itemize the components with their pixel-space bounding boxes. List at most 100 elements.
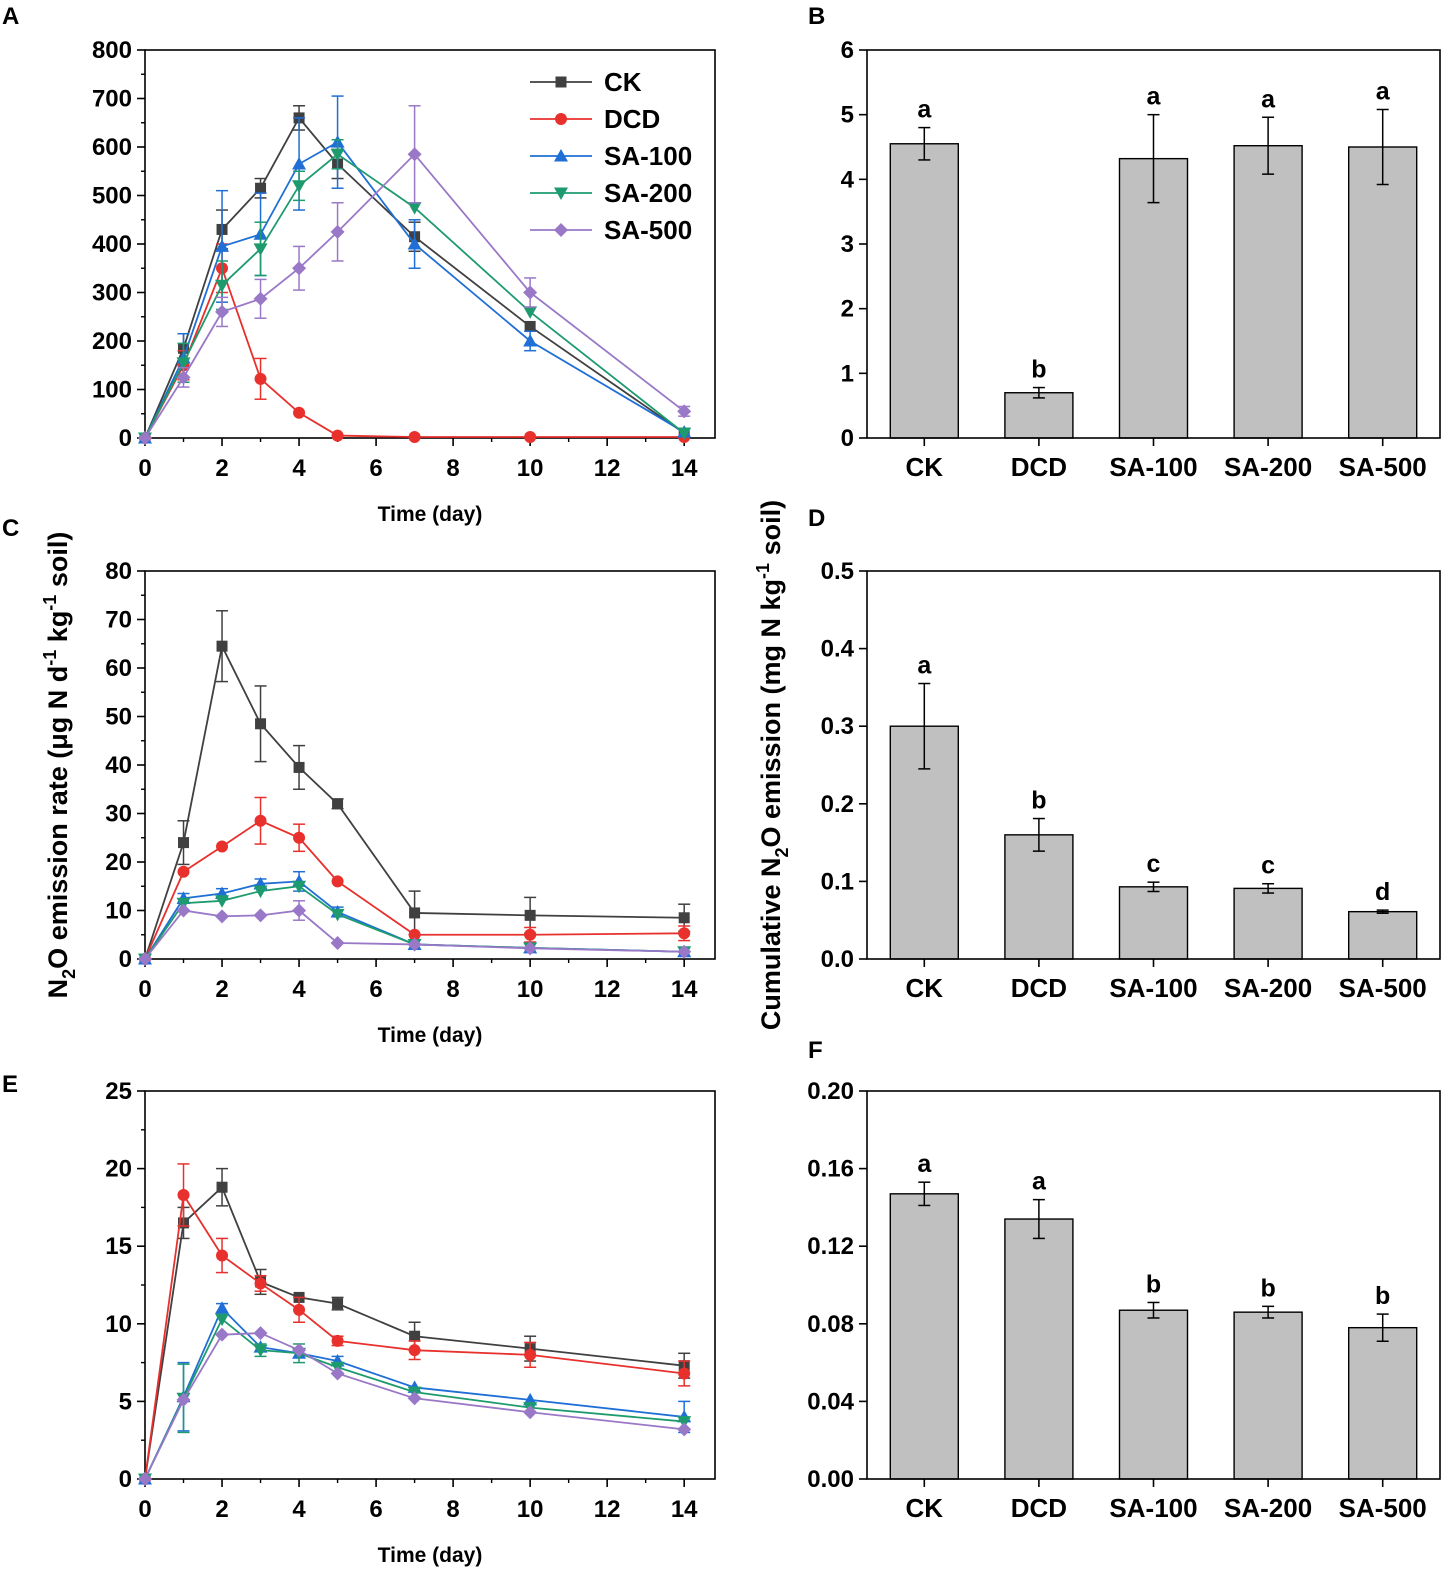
- x-tick-label: 8: [446, 1496, 459, 1523]
- bar-sa-100: [1118, 157, 1189, 439]
- significance-letter: a: [917, 652, 932, 680]
- data-point: [215, 895, 230, 908]
- data-point: [253, 243, 268, 256]
- ylabel-part: -1: [40, 595, 60, 611]
- y-tick-label: 0.12: [807, 1233, 854, 1260]
- x-axis-label: Time (day): [378, 503, 483, 526]
- legend-label: CK: [604, 67, 642, 97]
- data-point: [292, 261, 307, 276]
- y-tick-label: 10: [105, 1311, 132, 1338]
- legend-label: SA-200: [604, 178, 692, 208]
- x-tick-label: 14: [671, 976, 698, 1003]
- y-tick-label: 0.2: [821, 791, 854, 818]
- bar-dcd: [1004, 1218, 1074, 1480]
- x-tick-label: CK: [906, 1493, 944, 1523]
- data-point: [216, 1249, 229, 1262]
- x-tick-label: 8: [446, 455, 459, 482]
- y-tick-label: 0.20: [807, 1078, 854, 1105]
- x-tick-label: 10: [517, 455, 544, 482]
- ylabel-part: 2: [772, 848, 792, 858]
- y-tick-label: 100: [92, 377, 132, 404]
- data-point: [523, 941, 538, 956]
- y-tick-label: 400: [92, 231, 132, 258]
- bar-ck: [889, 143, 959, 439]
- ylabel-part: -1: [753, 563, 773, 579]
- x-tick-label: SA-200: [1224, 1493, 1312, 1523]
- ylabel-part: Cumulative: [756, 877, 786, 1030]
- bar-ck: [889, 1193, 959, 1480]
- data-point: [216, 1181, 228, 1193]
- data-point: [293, 831, 306, 844]
- series-sa-500: [138, 1326, 692, 1486]
- x-tick-label: 4: [292, 1496, 306, 1523]
- x-tick-label: SA-100: [1109, 973, 1197, 1003]
- y-tick-label: 700: [92, 86, 132, 113]
- y-tick-label: 0: [119, 425, 132, 452]
- legend-label: SA-500: [604, 215, 692, 245]
- y-tick-label: 0: [119, 1466, 132, 1493]
- chart-panel-a: 0 100 200 300 400 500 600 700 800 0 2 4 6 8 10 12 14 Time…: [92, 37, 716, 526]
- x-tick-label: 6: [369, 1496, 382, 1523]
- significance-letter: a: [1376, 77, 1391, 105]
- legend-marker: [554, 223, 568, 237]
- legend-marker: [554, 149, 568, 162]
- data-point: [332, 798, 344, 810]
- chart-panel-c: 0 10 20 30 40 50 60 70 80 0 2 4 6 8 10 12 14 Time (day): [105, 558, 716, 1047]
- data-point: [677, 944, 692, 959]
- y-tick-label: 50: [105, 704, 132, 731]
- y-tick-label: 0.5: [821, 558, 854, 585]
- data-point: [292, 156, 307, 170]
- bar-dcd: [1004, 834, 1074, 960]
- x-axis-label: Time (day): [378, 1544, 483, 1567]
- ylabel-part: soil): [43, 532, 73, 595]
- data-point: [524, 431, 537, 444]
- data-point: [254, 372, 267, 385]
- data-point: [678, 927, 691, 940]
- bar-sa-200: [1233, 1311, 1303, 1480]
- data-point: [215, 909, 230, 924]
- data-point: [215, 239, 230, 252]
- data-point: [292, 180, 307, 193]
- data-point: [177, 865, 190, 878]
- x-tick-label: SA-100: [1109, 452, 1197, 482]
- y-tick-label: 4: [841, 166, 855, 193]
- significance-letter: a: [1147, 83, 1162, 111]
- series-dcd: [139, 1163, 691, 1485]
- significance-letter: c: [1261, 852, 1275, 880]
- significance-letter: c: [1147, 850, 1161, 878]
- data-point: [331, 875, 344, 888]
- data-point: [138, 952, 152, 966]
- panel-label-f: F: [808, 1037, 823, 1064]
- ylabel-part: emission (mg N: [756, 610, 786, 826]
- panel-label-d: D: [808, 505, 825, 532]
- y-tick-label: 1: [841, 360, 854, 387]
- data-point: [524, 909, 536, 921]
- data-point: [678, 912, 690, 924]
- data-point: [407, 1391, 422, 1406]
- bar-dcd: [1004, 392, 1074, 439]
- data-point: [216, 840, 229, 853]
- y-tick-label: 2: [841, 296, 854, 323]
- chart-panel-e: 0 5 10 15 20 25 0 2 4 6 8 10 12 14 Time (day): [105, 1078, 716, 1567]
- x-tick-label: 14: [671, 455, 698, 482]
- x-tick-label: 12: [594, 976, 621, 1003]
- y-tick-label: 0.1: [821, 868, 854, 895]
- ylabel-part: N: [43, 979, 73, 999]
- significance-letter: b: [1031, 356, 1046, 384]
- x-tick-label: 4: [292, 455, 306, 482]
- panel-label-b: B: [808, 3, 825, 30]
- ylabel-part: [43, 642, 73, 650]
- plot-frame: [866, 570, 1441, 960]
- legend-marker: [555, 113, 567, 125]
- significance-letter: a: [1261, 85, 1276, 113]
- data-point: [215, 304, 230, 319]
- significance-letter: d: [1375, 878, 1390, 906]
- data-point: [253, 1326, 268, 1341]
- significance-letter: a: [1032, 1168, 1047, 1196]
- x-tick-label: SA-500: [1339, 1493, 1427, 1523]
- data-point: [176, 903, 191, 918]
- plot-frame: [144, 570, 716, 960]
- data-point: [524, 320, 536, 332]
- data-point: [524, 928, 537, 941]
- x-tick-label: 0: [138, 455, 151, 482]
